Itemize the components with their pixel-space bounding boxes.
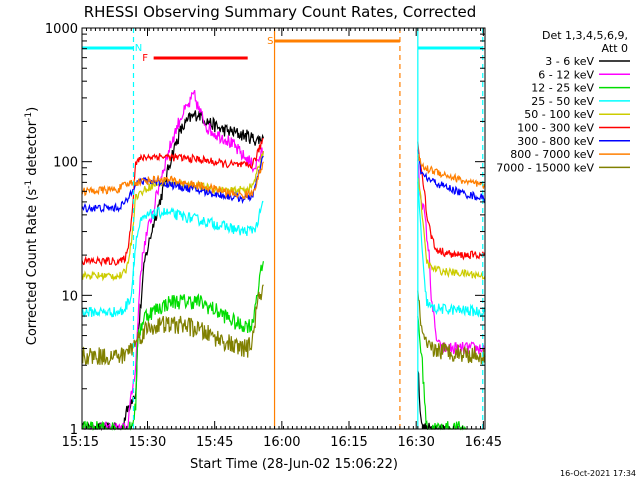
legend-header: Det 1,3,4,5,6,9,: [542, 29, 628, 42]
x-tick-label: 16:30: [397, 435, 434, 450]
series-line-3-6-kev-1: [417, 370, 445, 430]
chart-title: RHESSI Observing Summary Count Rates, Co…: [84, 3, 477, 21]
series-line-800-7000-kev-0: [81, 161, 264, 200]
legend-attenuator: Att 0: [602, 42, 628, 55]
legend-label-6-12-kev: 6 - 12 keV: [538, 68, 594, 81]
flag-label-n: N: [135, 43, 142, 54]
y-tick-label: 10: [61, 289, 78, 304]
legend-label-25-50-kev: 25 - 50 keV: [531, 95, 594, 108]
legend-label-7000-15000-kev: 7000 - 15000 keV: [496, 161, 594, 174]
plot-area: NF S 1 10 100 1000 15:15 15:30 15:45 16:00 16:15 16…: [45, 22, 502, 450]
legend-label-100-300-kev: 100 - 300 keV: [517, 122, 594, 135]
y-tick-label: 1000: [45, 22, 78, 37]
series-line-25-50-kev-1: [417, 181, 486, 318]
x-tick-label: 15:30: [129, 435, 166, 450]
y-axis-label: Corrected Count Rate (s-1 detector-1): [24, 107, 40, 345]
legend-label-50-100-kev: 50 - 100 keV: [524, 108, 594, 121]
x-tick-label: 15:45: [196, 435, 233, 450]
series-6-12-kev: [81, 89, 486, 430]
series-line-800-7000-kev-1: [417, 153, 486, 189]
legend-label-300-800-kev: 300 - 800 keV: [517, 135, 594, 148]
series-line-6-12-kev-1: [417, 159, 486, 356]
flag-label-f: F: [142, 53, 148, 64]
series-line-12-25-kev-0: [81, 261, 264, 432]
legend-label-3-6-kev: 3 - 6 keV: [545, 55, 594, 68]
legend-label-12-25-kev: 12 - 25 keV: [531, 82, 594, 95]
x-tick-label: 16:00: [263, 435, 300, 450]
series-line-300-800-kev-1: [417, 149, 486, 204]
legend-label-800-7000-kev: 800 - 7000 keV: [510, 148, 594, 161]
series-line-100-300-kev-1: [417, 141, 486, 261]
series-line-7000-15000-kev-0: [81, 284, 264, 366]
flag-label-s: S: [267, 36, 273, 47]
series-line-3-6-kev-0: [81, 109, 264, 432]
series-7000-15000-kev: [81, 284, 486, 366]
x-tick-label: 16:45: [465, 435, 502, 450]
x-tick-label: 16:15: [330, 435, 367, 450]
series-line-25-50-kev-0: [81, 200, 264, 318]
plot-frame: [81, 27, 486, 430]
x-axis-label: Start Time (28-Jun-02 15:06:22): [190, 457, 398, 472]
series-line-300-800-kev-0: [81, 155, 264, 213]
series-line-12-25-kev-1: [417, 316, 468, 431]
series-100-300-kev: [81, 137, 486, 268]
series-800-7000-kev: [81, 153, 486, 200]
series-line-7000-15000-kev-1: [417, 290, 486, 365]
series-300-800-kev: [81, 149, 486, 213]
y-tick-label: 100: [53, 156, 78, 171]
y-tick-label: 1: [70, 423, 78, 438]
series-line-50-100-kev-1: [417, 177, 486, 280]
series-25-50-kev: [81, 181, 486, 318]
series-line-100-300-kev-0: [81, 137, 264, 268]
footer-timestamp: 16-Oct-2021 17:34: [560, 469, 636, 478]
x-tick-label: 15:15: [62, 435, 99, 450]
